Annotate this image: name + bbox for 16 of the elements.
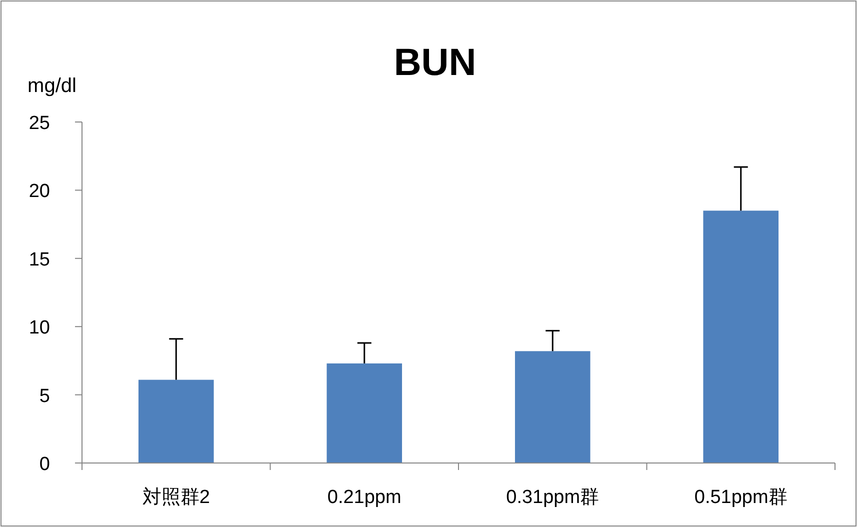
bar <box>326 363 402 463</box>
x-tick-label: 対照群2 <box>142 486 210 508</box>
x-tick-label: 0.21ppm <box>327 487 402 508</box>
x-tick-label: 0.31ppm群 <box>506 487 600 508</box>
bar <box>703 210 779 463</box>
y-tick-label: 20 <box>28 181 50 202</box>
bar <box>514 351 590 463</box>
x-tick-label: 0.51ppm群 <box>694 487 788 508</box>
y-tick-label: 5 <box>39 386 50 407</box>
y-tick-label: 0 <box>39 454 50 475</box>
chart-title: BUN <box>394 42 476 84</box>
y-tick-label: 10 <box>28 318 50 339</box>
y-axis-title: mg/dl <box>28 75 76 97</box>
bar <box>138 380 214 463</box>
y-tick-label: 25 <box>28 113 50 134</box>
y-tick-label: 15 <box>28 249 50 270</box>
